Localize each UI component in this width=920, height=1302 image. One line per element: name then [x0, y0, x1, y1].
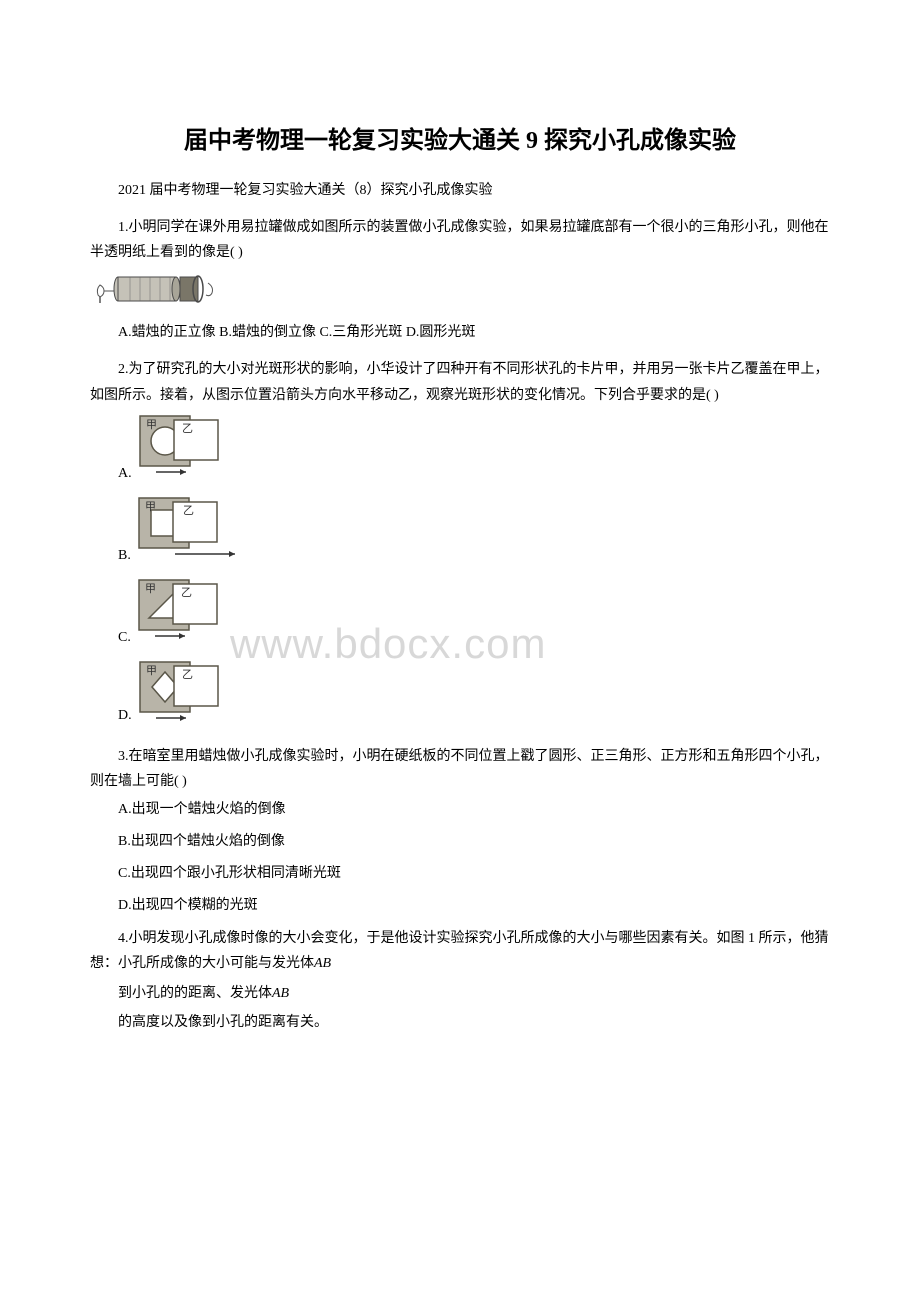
question-4-text1: 4.小明发现小孔成像时像的大小会变化，于是他设计实验探究小孔所成像的大小与哪些因… [90, 926, 830, 976]
q4-ab2: AB [272, 986, 289, 1001]
q2-option-b: B. 甲 乙 [90, 494, 830, 564]
q2-label-c: C. [118, 630, 131, 646]
q2-figure-d: 甲 乙 [136, 658, 226, 724]
q1-opt-b: B.蜡烛的倒立像 [219, 325, 316, 340]
q3-opt-a: A.出现一个蜡烛火焰的倒像 [90, 798, 830, 818]
question-3-text: 3.在暗室里用蜡烛做小孔成像实验时，小明在硬纸板的不同位置上戳了圆形、正三角形、… [90, 744, 830, 794]
q4-part2: 到小孔的的距离、发光体 [118, 986, 272, 1001]
q1-opt-d: D.圆形光斑 [406, 325, 476, 340]
q3-opt-c: C.出现四个跟小孔形状相同清晰光斑 [90, 862, 830, 882]
q2-label-d: D. [118, 708, 132, 724]
svg-text:乙: 乙 [181, 586, 192, 599]
question-2-text: 2.为了研究孔的大小对光斑形状的影响，小华设计了四种开有不同形状孔的卡片甲，并用… [90, 357, 830, 407]
q2-label-a: A. [118, 466, 132, 482]
q1-opt-c: C.三角形光斑 [319, 325, 402, 340]
svg-text:乙: 乙 [183, 504, 194, 517]
page-title: 届中考物理一轮复习实验大通关 9 探究小孔成像实验 [90, 120, 830, 155]
svg-text:乙: 乙 [182, 422, 193, 435]
svg-text:乙: 乙 [182, 668, 193, 681]
question-4-text3: 的高度以及像到小孔的距离有关。 [90, 1010, 830, 1035]
question-4-text2: 到小孔的的距离、发光体AB [90, 981, 830, 1006]
q4-ab1: AB [314, 956, 331, 971]
watermark: www.bdocx.com [230, 620, 546, 668]
svg-text:甲: 甲 [145, 501, 156, 513]
q2-option-a: A. 甲 乙 [90, 412, 830, 482]
svg-text:甲: 甲 [145, 583, 156, 595]
q1-options: A.蜡烛的正立像 B.蜡烛的倒立像 C.三角形光斑 D.圆形光斑 [90, 321, 830, 341]
svg-text:甲: 甲 [146, 419, 157, 431]
q3-opt-d: D.出现四个模糊的光斑 [90, 894, 830, 914]
q2-figure-c: 甲 乙 [135, 576, 225, 646]
q2-figure-a: 甲 乙 [136, 412, 226, 482]
q2-figure-b: 甲 乙 [135, 494, 245, 564]
q3-opt-b: B.出现四个蜡烛火焰的倒像 [90, 830, 830, 850]
svg-text:甲: 甲 [146, 665, 157, 677]
q4-part1: 4.小明发现小孔成像时像的大小会变化，于是他设计实验探究小孔所成像的大小与哪些因… [90, 931, 829, 971]
subtitle: 2021 届中考物理一轮复习实验大通关（8）探究小孔成像实验 [90, 179, 830, 199]
question-1-text: 1.小明同学在课外用易拉罐做成如图所示的装置做小孔成像实验，如果易拉罐底部有一个… [90, 215, 830, 265]
q2-label-b: B. [118, 548, 131, 564]
q1-figure [90, 269, 830, 309]
q1-opt-a: A.蜡烛的正立像 [118, 325, 216, 340]
